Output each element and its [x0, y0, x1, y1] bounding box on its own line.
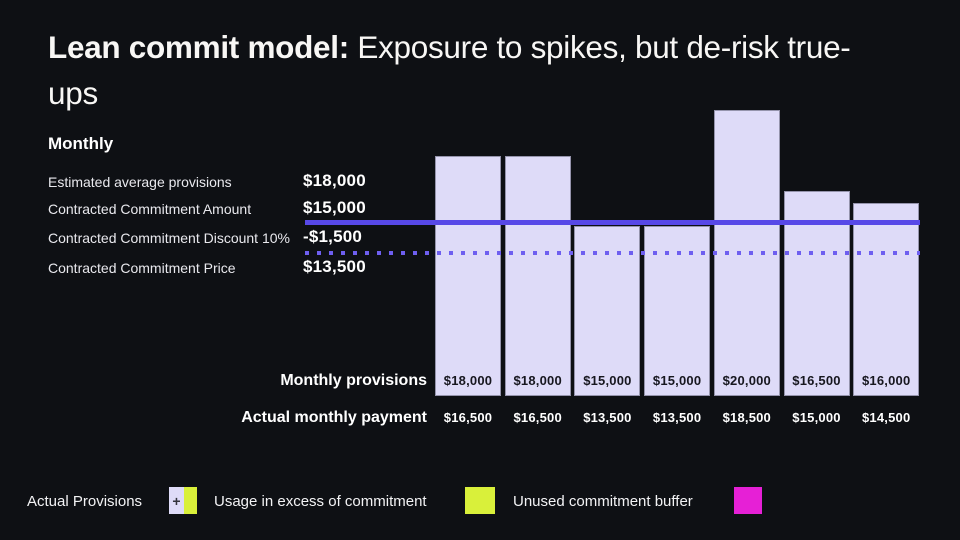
bar-value-label: $20,000 — [722, 373, 771, 388]
payment-value-label: $18,500 — [722, 410, 771, 425]
metric-label: Contracted Commitment Discount 10% — [48, 230, 290, 246]
bar-value-label: $18,000 — [513, 372, 562, 388]
swatch-yellow-part — [184, 487, 197, 514]
payment-row-caption: Actual monthly payment — [241, 409, 427, 426]
legend-label-unused-buffer: Unused commitment buffer — [513, 493, 693, 510]
page-title-rest: Exposure to spikes, but de-risk true-ups — [48, 29, 851, 111]
actual-provisions-swatch-icon: + — [169, 487, 197, 514]
metric-label: Estimated average provisions — [48, 174, 232, 190]
bar: $16,000 — [853, 202, 920, 396]
metric-value: $13,500 — [303, 257, 366, 276]
metric-value: $18,000 — [303, 171, 366, 190]
commitment-amount-line — [305, 220, 920, 225]
commitment-price-line — [305, 250, 920, 255]
metric-value: -$1,500 — [303, 227, 363, 246]
bar: $18,000 — [504, 156, 571, 396]
payment-value-label: $16,500 — [443, 410, 493, 425]
legend-label-excess-usage: Usage in excess of commitment — [214, 493, 427, 510]
metric-label: Contracted Commitment Amount — [48, 201, 252, 217]
payment-value-label: $16,500 — [513, 410, 562, 425]
metric-label: Contracted Commitment Price — [48, 260, 236, 276]
bar-value-label: $18,000 — [443, 372, 493, 388]
page-title-lead: Lean commit model: — [48, 29, 349, 65]
payment-value-label: $14,500 — [861, 410, 911, 425]
bar: $16,500 — [783, 191, 850, 396]
metric-value: $15,000 — [303, 198, 366, 217]
bar-value-label: $16,500 — [792, 372, 841, 388]
excess-usage-swatch-icon — [465, 487, 495, 514]
payment-value-label: $13,500 — [583, 410, 632, 425]
bar-value-label: $15,000 — [583, 373, 632, 388]
bar: $18,000 — [435, 156, 501, 396]
plus-icon: + — [172, 492, 181, 509]
provisions-row-caption: Monthly provisions — [280, 372, 427, 389]
monthly-panel-heading: Monthly — [48, 134, 114, 153]
bar-value-label: $16,000 — [861, 372, 911, 388]
bar-value-label: $15,000 — [652, 373, 702, 388]
legend-label-actual-provisions: Actual Provisions — [27, 493, 143, 510]
payment-value-label: $13,500 — [652, 410, 702, 425]
page-title: Lean commit model: Exposure to spikes, b… — [48, 24, 858, 116]
unused-buffer-swatch-icon — [734, 487, 762, 514]
payment-value-label: $15,000 — [792, 410, 841, 425]
